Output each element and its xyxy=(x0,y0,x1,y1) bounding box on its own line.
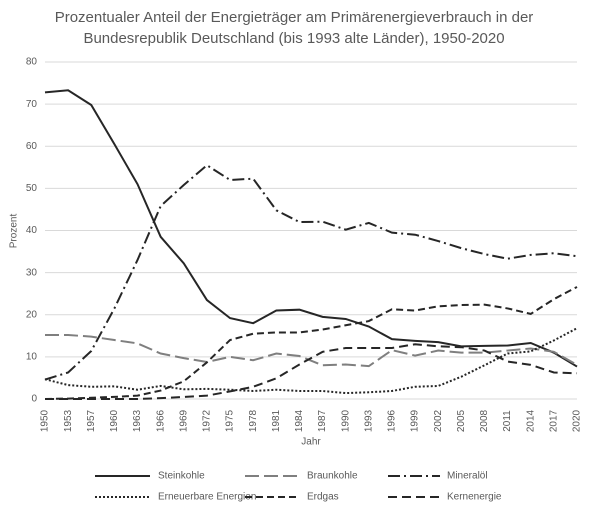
x-tick-label: 1990 xyxy=(340,409,351,432)
y-tick-label: 0 xyxy=(31,394,37,405)
legend-label: Kernenergie xyxy=(447,492,502,503)
legend-label: Erneuerbare Energien xyxy=(158,492,256,503)
chart-title: Bundesrepublik Deutschland (bis 1993 alt… xyxy=(83,30,504,47)
chart-title: Prozentualer Anteil der Energieträger am… xyxy=(55,9,534,26)
data-line xyxy=(44,163,578,381)
y-tick-label: 70 xyxy=(26,99,38,110)
x-tick-label: 2005 xyxy=(456,409,467,432)
y-tick-label: 30 xyxy=(26,267,38,278)
x-tick-label: 2011 xyxy=(502,410,513,432)
x-tick-label: 1963 xyxy=(132,409,143,432)
x-tick-label: 1972 xyxy=(202,409,213,432)
y-tick-label: 50 xyxy=(26,183,38,194)
data-line xyxy=(44,286,578,400)
x-tick-label: 2002 xyxy=(433,409,444,432)
x-tick-label: 1975 xyxy=(225,409,236,432)
x-tick-label: 1957 xyxy=(86,409,97,432)
x-tick-label: 1960 xyxy=(109,409,120,432)
x-tick-label: 1996 xyxy=(387,409,398,432)
x-tick-label: 2014 xyxy=(525,409,536,432)
x-tick-label: 1999 xyxy=(410,409,421,432)
x-tick-label: 1953 xyxy=(63,409,74,432)
x-tick-label: 1969 xyxy=(178,409,189,432)
data-line xyxy=(44,89,578,368)
x-tick-label: 1984 xyxy=(294,409,305,432)
y-axis-label: Prozent xyxy=(9,214,20,249)
x-tick-label: 1950 xyxy=(40,409,51,432)
x-tick-label: 2008 xyxy=(479,409,490,432)
data-line xyxy=(44,327,578,395)
x-tick-label: 1987 xyxy=(317,409,328,432)
x-tick-label: 1978 xyxy=(248,409,259,432)
x-tick-label: 1993 xyxy=(363,409,374,432)
y-tick-label: 80 xyxy=(26,57,38,68)
y-tick-label: 10 xyxy=(26,352,38,363)
data-line xyxy=(45,333,578,368)
x-axis-label: Jahr xyxy=(301,437,321,448)
legend-label: Mineralöl xyxy=(447,471,488,482)
y-tick-label: 40 xyxy=(26,225,38,236)
x-tick-label: 2017 xyxy=(549,409,560,432)
y-tick-label: 20 xyxy=(26,309,38,320)
x-tick-label: 1981 xyxy=(271,409,282,432)
legend-label: Braunkohle xyxy=(307,471,358,482)
y-tick-label: 60 xyxy=(26,141,38,152)
x-tick-label: 1966 xyxy=(155,409,166,432)
data-line xyxy=(45,343,578,400)
legend-label: Erdgas xyxy=(307,492,339,503)
x-tick-label: 2020 xyxy=(572,409,583,432)
legend-label: Steinkohle xyxy=(158,471,205,482)
